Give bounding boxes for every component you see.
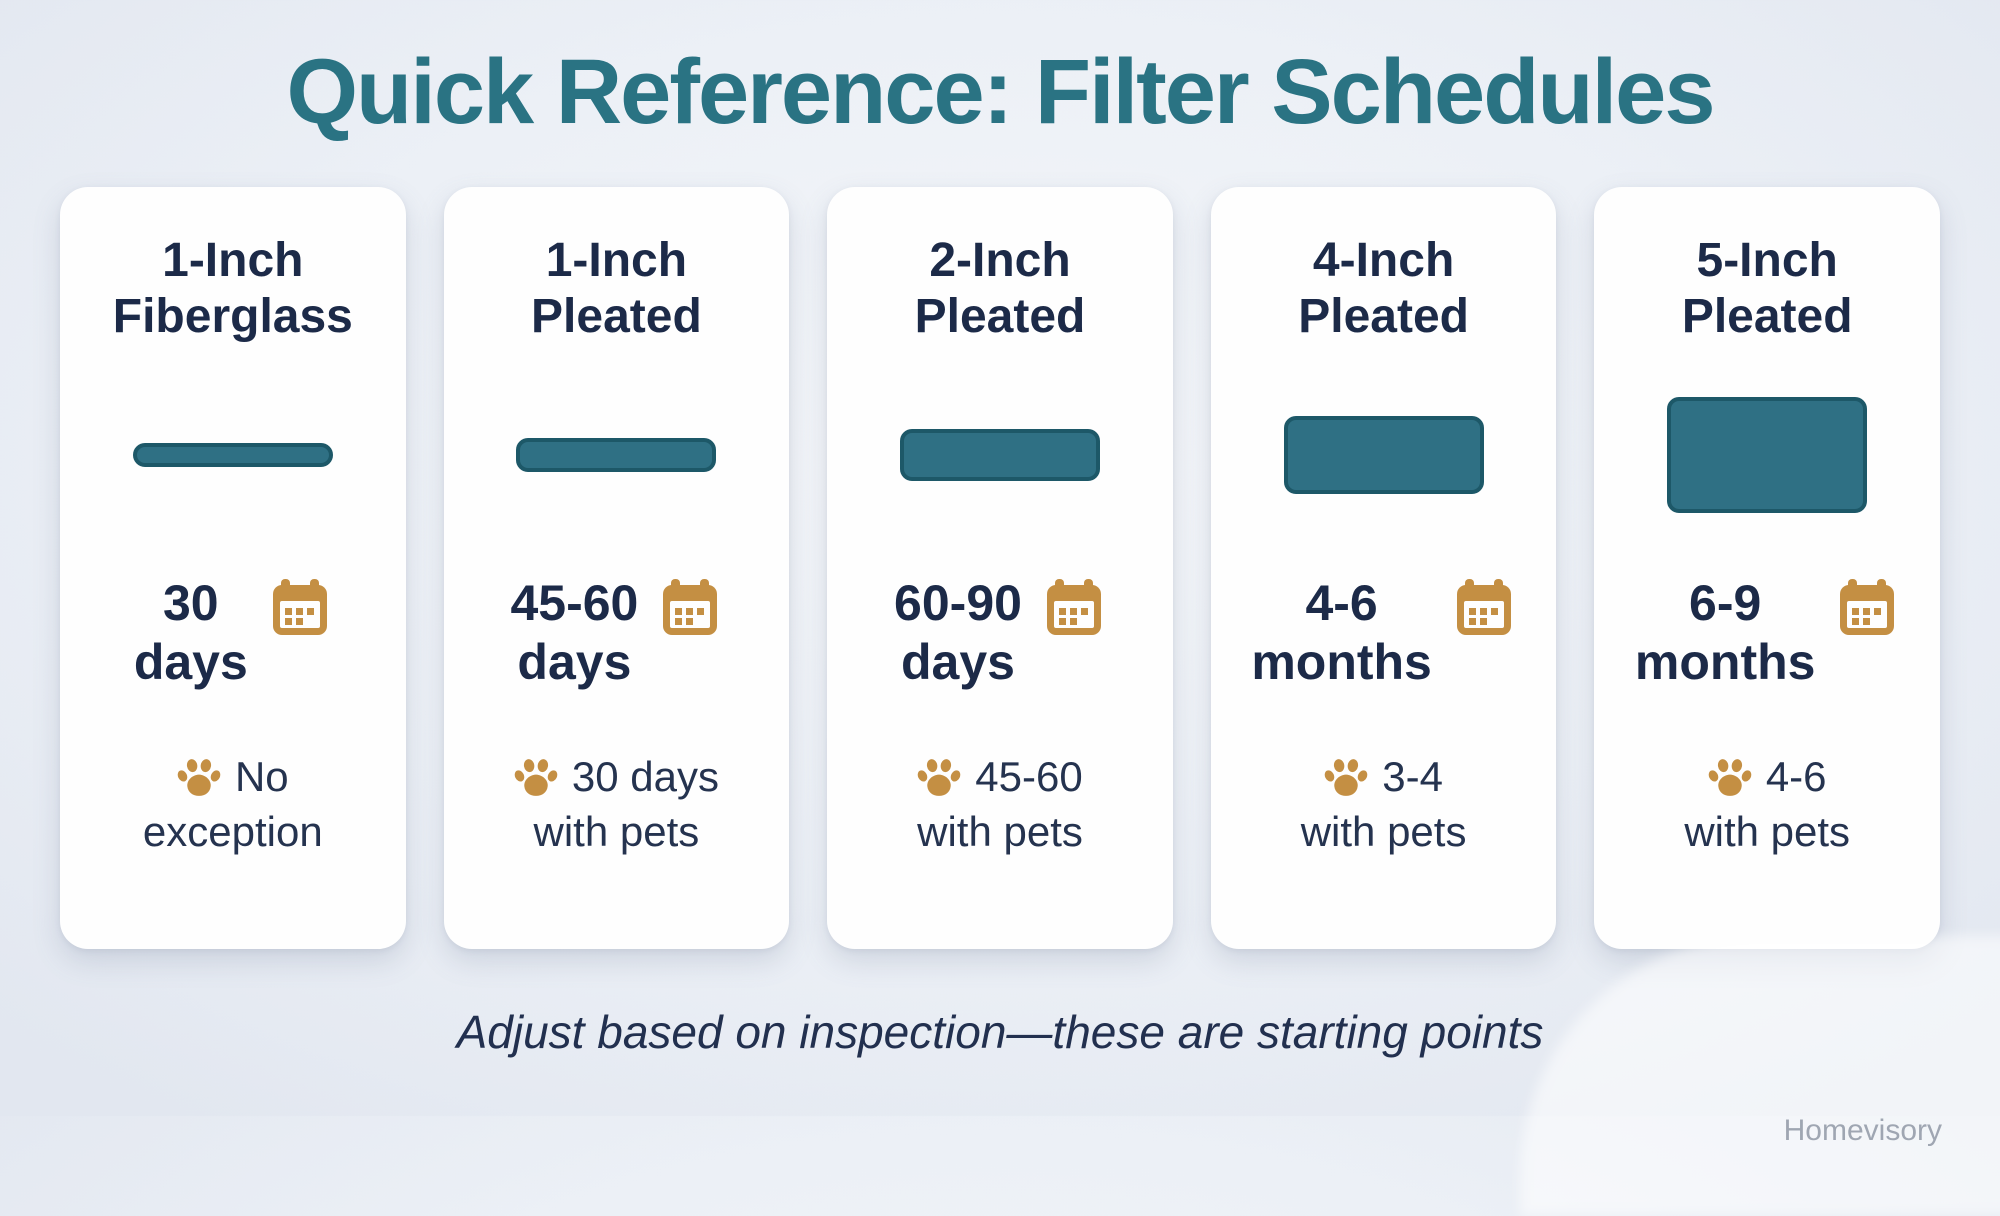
card-title-line2: Pleated xyxy=(1681,289,1853,343)
card-title-line2: Pleated xyxy=(914,289,1086,343)
filter-thickness-bar xyxy=(516,438,717,473)
schedule-value: 6-9 xyxy=(1689,575,1762,632)
filter-thickness-area xyxy=(1608,380,1926,530)
calendar-icon xyxy=(1456,579,1511,636)
calendar-icon xyxy=(1840,579,1895,636)
card-title: 4-Inch Pleated xyxy=(1298,233,1469,344)
schedule-unit: days xyxy=(901,634,1015,691)
filter-thickness-area xyxy=(74,380,392,530)
schedule-value: 30 xyxy=(163,575,219,632)
schedule: 60-90 days xyxy=(894,574,1106,692)
pet-exception: 30 days with pets xyxy=(514,750,719,859)
filter-thickness-bar xyxy=(1667,397,1868,514)
schedule-value: 45-60 xyxy=(510,575,639,632)
corner-glow-decoration xyxy=(1520,936,2000,1216)
card-5-inch-pleated: 5-Inch Pleated 6-9 months xyxy=(1594,187,1940,949)
filter-thickness-bar xyxy=(900,429,1100,482)
schedule-unit: days xyxy=(517,634,632,691)
exception-unit: with pets xyxy=(1684,807,1851,855)
pet-exception: 3-4 with pets xyxy=(1301,750,1467,859)
filter-thickness-area xyxy=(458,380,776,530)
schedule-unit: days xyxy=(133,634,248,691)
card-title: 1-Inch Fiberglass xyxy=(113,233,353,344)
card-title-line1: 1-Inch xyxy=(162,234,304,287)
schedule-text: 60-90 days xyxy=(894,574,1022,692)
exception-value: No xyxy=(234,753,289,801)
schedule-text: 45-60 days xyxy=(510,574,638,692)
exception-value: 45-60 xyxy=(975,753,1083,801)
card-4-inch-pleated: 4-Inch Pleated 4-6 months xyxy=(1210,187,1557,949)
card-title-line1: 1-Inch xyxy=(545,234,688,287)
schedule-text: 6-9 months xyxy=(1635,574,1816,692)
schedule-text: 30 days xyxy=(134,574,248,692)
card-title-line2: Fiberglass xyxy=(112,289,353,343)
schedule-value: 60-90 xyxy=(894,575,1022,632)
paw-icon xyxy=(1708,758,1752,796)
schedule-unit: months xyxy=(1251,634,1432,691)
schedule-text: 4-6 months xyxy=(1251,574,1432,692)
filter-thickness-bar xyxy=(1283,416,1484,495)
card-1-inch-pleated: 1-Inch Pleated 45-60 days xyxy=(443,187,790,949)
card-title-line1: 4-Inch xyxy=(1312,234,1455,287)
schedule: 6-9 months xyxy=(1635,574,1900,692)
pet-exception: 4-6 with pets xyxy=(1684,750,1850,859)
card-title: 5-Inch Pleated xyxy=(1682,233,1853,344)
exception-value: 30 days xyxy=(571,753,719,801)
card-title-line1: 2-Inch xyxy=(929,234,1071,287)
watermark: Homevisory xyxy=(1783,1114,1942,1147)
card-title: 1-Inch Pleated xyxy=(531,233,702,344)
exception-unit: with pets xyxy=(1300,807,1467,855)
filter-thickness-area xyxy=(841,380,1159,530)
exception-value: 3-4 xyxy=(1382,753,1443,801)
exception-value: 4-6 xyxy=(1765,753,1827,801)
paw-icon xyxy=(514,758,558,796)
card-title: 2-Inch Pleated xyxy=(915,233,1086,344)
paw-icon xyxy=(918,758,961,796)
card-title-line2: Pleated xyxy=(531,289,702,343)
footnote: Adjust based on inspection—these are sta… xyxy=(456,1006,1544,1058)
calendar-icon xyxy=(1046,579,1101,636)
paw-icon xyxy=(177,758,221,796)
schedule-unit: months xyxy=(1634,634,1816,691)
card-title-line1: 5-Inch xyxy=(1696,234,1838,287)
pet-exception: 45-60 with pets xyxy=(917,750,1083,859)
schedule: 30 days xyxy=(134,574,332,692)
exception-unit: with pets xyxy=(917,807,1083,855)
page-title: Quick Reference: Filter Schedules xyxy=(286,41,1716,143)
exception-unit: with pets xyxy=(533,807,700,855)
card-title-line2: Pleated xyxy=(1298,289,1469,343)
calendar-icon xyxy=(272,579,327,636)
exception-unit: exception xyxy=(142,807,323,855)
pet-exception: No exception xyxy=(143,750,323,859)
schedule: 45-60 days xyxy=(510,574,722,692)
card-1-inch-fiberglass: 1-Inch Fiberglass 30 days xyxy=(60,187,406,949)
calendar-icon xyxy=(663,579,718,636)
schedule-value: 4-6 xyxy=(1305,575,1378,632)
paw-icon xyxy=(1324,758,1368,796)
filter-cards-row: 1-Inch Fiberglass 30 days xyxy=(0,187,2000,949)
card-2-inch-pleated: 2-Inch Pleated 60-90 days xyxy=(827,187,1173,949)
filter-thickness-area xyxy=(1225,380,1543,530)
schedule: 4-6 months xyxy=(1251,574,1516,692)
filter-thickness-bar xyxy=(132,443,333,468)
